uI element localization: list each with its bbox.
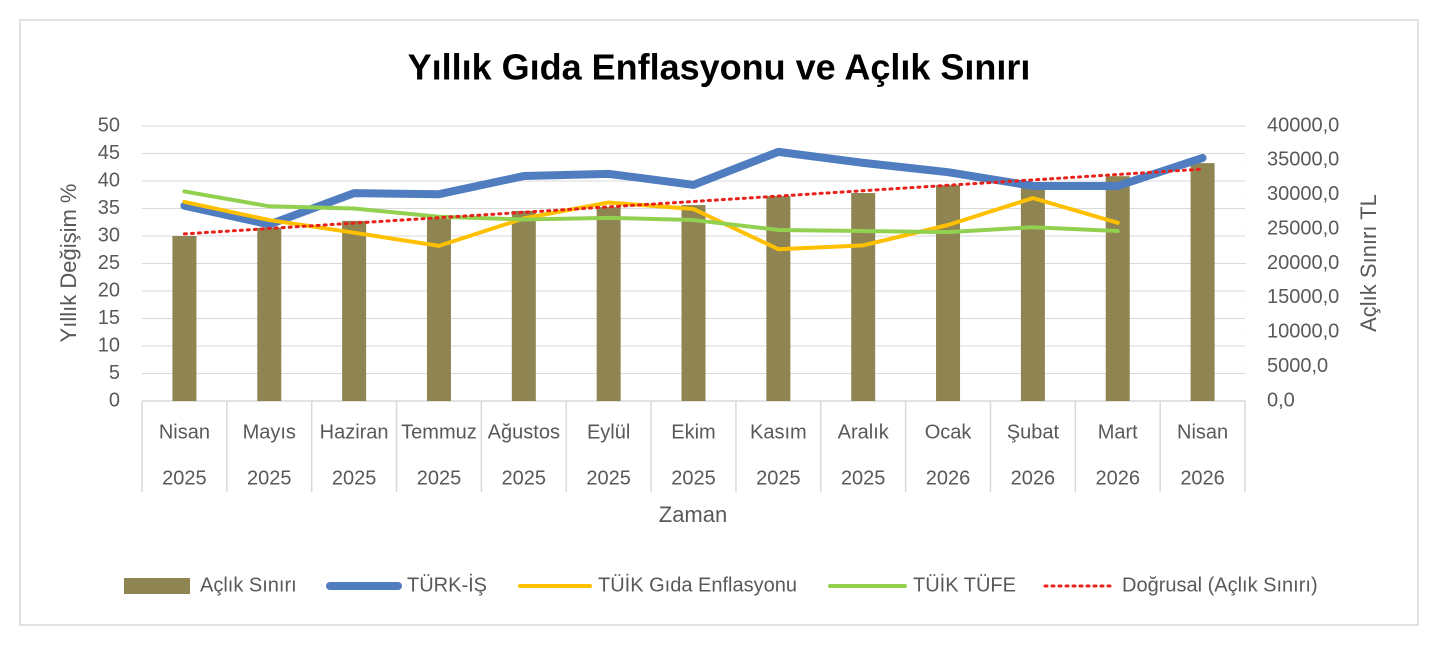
y2-tick-label: 20000,0 bbox=[1267, 252, 1339, 274]
y2-tick-label: 35000,0 bbox=[1267, 149, 1339, 171]
bar bbox=[172, 236, 197, 401]
y2-tick-label: 15000,0 bbox=[1267, 286, 1339, 308]
x-tick-year: 2025 bbox=[756, 467, 801, 489]
x-tick-label: Haziran bbox=[320, 421, 389, 443]
y-tick-label: 35 bbox=[98, 197, 120, 219]
chart-title: Yıllık Gıda Enflasyonu ve Açlık Sınırı bbox=[408, 47, 1031, 88]
bar bbox=[596, 207, 621, 401]
y2-tick-label: 30000,0 bbox=[1267, 183, 1339, 205]
x-tick-year: 2025 bbox=[671, 467, 716, 489]
x-tick-year: 2025 bbox=[332, 467, 377, 489]
bar bbox=[851, 193, 876, 401]
legend-label: TÜRK-İŞ bbox=[407, 573, 487, 596]
x-axis-label: Zaman bbox=[659, 502, 727, 527]
bar bbox=[1020, 183, 1045, 401]
trendline bbox=[182, 167, 1205, 236]
x-tick-year: 2025 bbox=[841, 467, 886, 489]
y-tick-label: 5 bbox=[109, 362, 120, 384]
x-tick-year: 2025 bbox=[586, 467, 631, 489]
x-tick-label: Nisan bbox=[1177, 421, 1228, 443]
x-tick-label: Mart bbox=[1098, 421, 1138, 443]
y2-tick-label: 25000,0 bbox=[1267, 217, 1339, 239]
x-tick-label: Nisan bbox=[159, 421, 210, 443]
line-series bbox=[180, 147, 1207, 229]
bar bbox=[936, 185, 961, 401]
y2-tick-label: 40000,0 bbox=[1267, 114, 1339, 136]
legend-label: Doğrusal (Açlık Sınırı) bbox=[1122, 574, 1318, 596]
x-tick-year: 2026 bbox=[1011, 467, 1056, 489]
x-tick-year: 2025 bbox=[247, 467, 292, 489]
bar bbox=[257, 227, 282, 401]
legend-label: Açlık Sınırı bbox=[200, 574, 297, 596]
x-tick-year: 2025 bbox=[162, 467, 207, 489]
y-tick-label: 40 bbox=[98, 169, 120, 191]
x-tick-label: Eylül bbox=[587, 421, 630, 443]
x-tick-year: 2026 bbox=[926, 467, 971, 489]
bar bbox=[1190, 163, 1215, 401]
y-tick-label: 0 bbox=[109, 389, 120, 411]
y-tick-label: 20 bbox=[98, 279, 120, 301]
line-series bbox=[182, 196, 1120, 252]
x-tick-label: Aralık bbox=[838, 421, 890, 443]
x-tick-year: 2025 bbox=[417, 467, 462, 489]
y2-tick-label: 5000,0 bbox=[1267, 355, 1328, 377]
bar bbox=[1105, 176, 1130, 401]
legend-swatch bbox=[124, 578, 190, 594]
bar bbox=[511, 210, 536, 401]
y-axis-label: Yıllık Değişim % bbox=[56, 184, 81, 343]
y-tick-label: 30 bbox=[98, 224, 120, 246]
legend-label: TÜİK Gıda Enflasyonu bbox=[598, 573, 797, 596]
x-tick-label: Ağustos bbox=[488, 421, 560, 443]
line-series bbox=[182, 189, 1120, 235]
y-tick-label: 10 bbox=[98, 334, 120, 356]
x-tick-label: Mayıs bbox=[243, 421, 296, 443]
y2-axis-label: Açlık Sınırı TL bbox=[1356, 194, 1381, 332]
bar bbox=[681, 205, 706, 401]
x-tick-year: 2025 bbox=[502, 467, 547, 489]
y-tick-label: 45 bbox=[98, 142, 120, 164]
bar bbox=[766, 196, 791, 401]
y2-tick-label: 0,0 bbox=[1267, 389, 1295, 411]
x-tick-label: Temmuz bbox=[401, 421, 477, 443]
y-tick-label: 15 bbox=[98, 307, 120, 329]
x-tick-label: Ekim bbox=[671, 421, 715, 443]
y-tick-label: 50 bbox=[98, 114, 120, 136]
x-tick-label: Şubat bbox=[1007, 421, 1060, 443]
legend-label: TÜİK TÜFE bbox=[913, 573, 1016, 596]
y2-tick-label: 10000,0 bbox=[1267, 321, 1339, 343]
y-tick-label: 25 bbox=[98, 252, 120, 274]
x-tick-year: 2026 bbox=[1180, 467, 1225, 489]
chart-frame bbox=[19, 19, 1419, 626]
bar bbox=[342, 220, 367, 401]
x-tick-label: Ocak bbox=[925, 421, 973, 443]
x-tick-year: 2026 bbox=[1095, 467, 1140, 489]
x-tick-label: Kasım bbox=[750, 421, 807, 443]
